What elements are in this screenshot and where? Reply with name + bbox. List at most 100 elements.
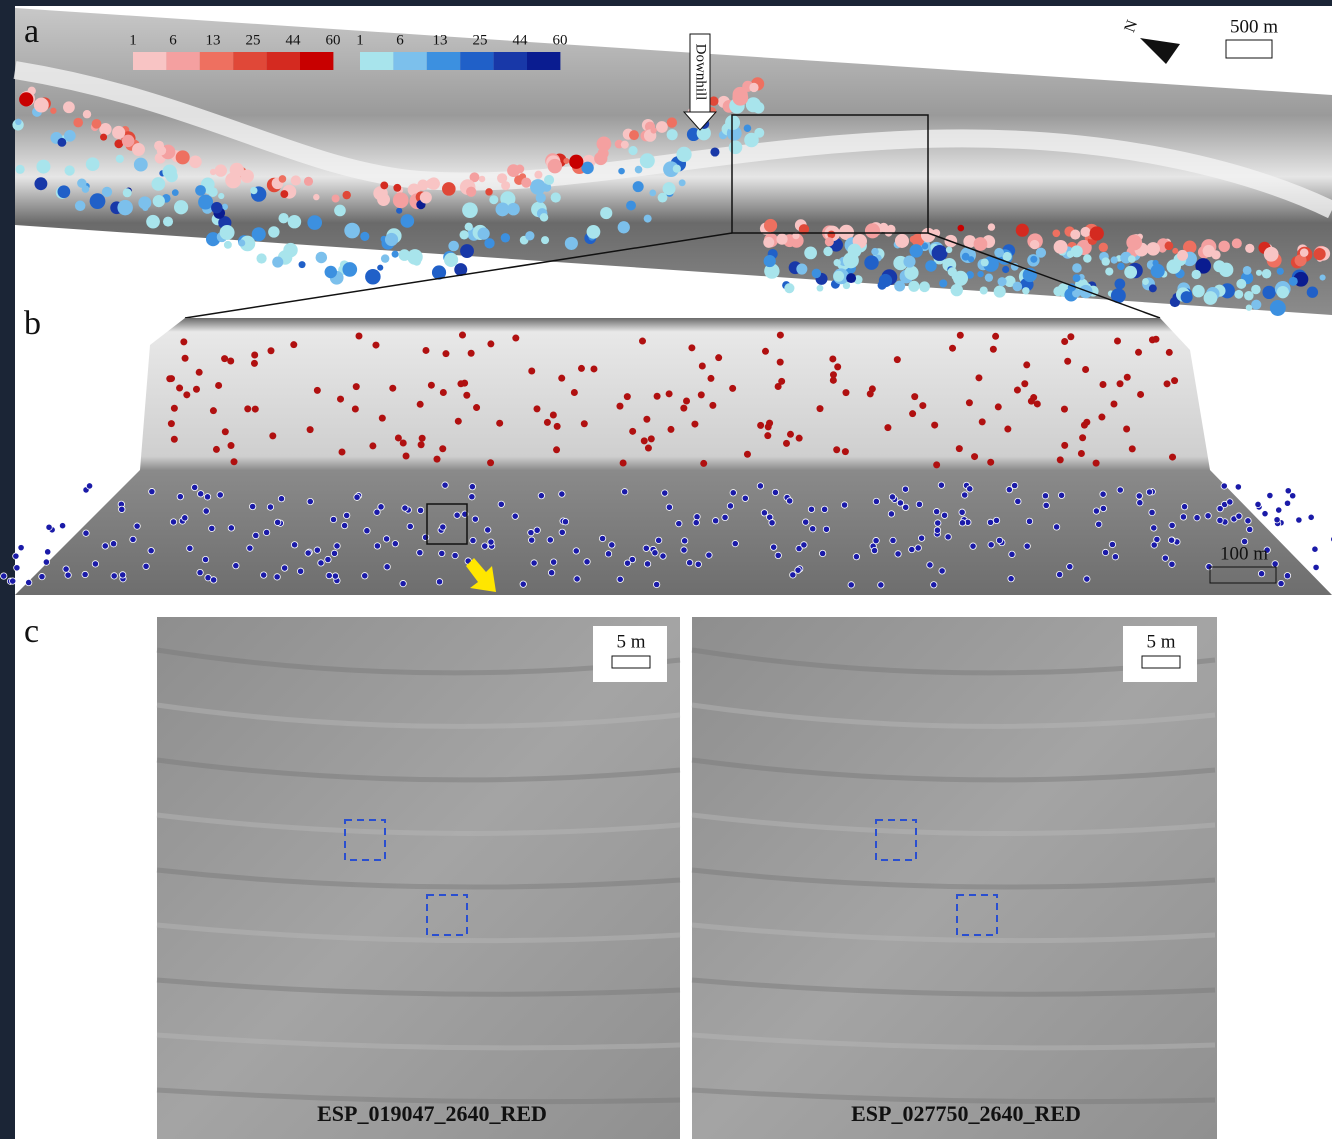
- feature-dot: [644, 561, 650, 567]
- feature-dot: [168, 375, 175, 382]
- feature-dot: [213, 446, 220, 453]
- feature-dot: [400, 580, 406, 586]
- feature-dot: [959, 509, 965, 515]
- feature-dot: [244, 405, 251, 412]
- feature-dot: [177, 493, 183, 499]
- feature-dot: [933, 461, 940, 468]
- feature-dot: [407, 523, 413, 529]
- scale-label: 5 m: [616, 631, 645, 652]
- panel-c-right: 5 m ESP_027750_2640_RED: [692, 617, 1217, 1139]
- feature-dot: [1024, 543, 1030, 549]
- feature-dot: [903, 256, 915, 268]
- legend-label: 13: [206, 32, 221, 48]
- feature-dot: [559, 529, 565, 535]
- feature-dot: [1123, 425, 1130, 432]
- feature-dot: [902, 486, 908, 492]
- feature-dot: [143, 563, 149, 569]
- feature-dot: [339, 449, 346, 456]
- feature-dot: [1149, 284, 1157, 292]
- feature-dot: [362, 573, 368, 579]
- feature-dot: [249, 503, 255, 509]
- feature-dot: [102, 543, 108, 549]
- feature-dot: [193, 386, 200, 393]
- feature-dot: [673, 165, 681, 173]
- feature-dot: [316, 252, 327, 263]
- feature-dot: [197, 491, 203, 497]
- feature-dot: [1320, 274, 1326, 280]
- feature-dot: [459, 332, 466, 339]
- feature-dot: [605, 551, 611, 557]
- feature-dot: [653, 581, 659, 587]
- feature-dot: [318, 560, 324, 566]
- feature-dot: [987, 459, 994, 466]
- feature-dot: [1083, 254, 1091, 262]
- feature-dot: [821, 506, 827, 512]
- feature-dot: [439, 550, 445, 556]
- feature-dot: [1002, 266, 1009, 273]
- feature-dot: [1205, 513, 1211, 519]
- feature-dot: [117, 200, 132, 215]
- feature-dot: [1137, 500, 1143, 506]
- feature-dot: [873, 537, 879, 543]
- feature-dot: [995, 403, 1002, 410]
- feature-dot: [550, 559, 556, 565]
- feature-dot: [65, 572, 71, 578]
- feature-dot: [776, 234, 787, 245]
- feature-dot: [278, 495, 284, 501]
- feature-dot: [174, 200, 188, 214]
- feature-dot: [267, 347, 274, 354]
- feature-dot: [823, 526, 829, 532]
- feature-dot: [1124, 266, 1137, 279]
- feature-dot: [729, 141, 743, 155]
- feature-dot: [280, 190, 288, 198]
- feature-dot: [384, 564, 390, 570]
- feature-dot: [700, 460, 707, 467]
- feature-dot: [643, 545, 649, 551]
- feature-dot: [1105, 267, 1113, 275]
- feature-dot: [290, 341, 297, 348]
- panel-label: b: [24, 305, 41, 342]
- feature-dot: [889, 494, 895, 500]
- feature-dot: [1255, 501, 1261, 507]
- feature-dot: [82, 571, 88, 577]
- feature-dot: [1181, 503, 1187, 509]
- feature-dot: [268, 226, 279, 237]
- feature-dot: [202, 556, 208, 562]
- feature-dot: [1236, 513, 1242, 519]
- feature-dot: [990, 346, 997, 353]
- feature-dot: [966, 399, 973, 406]
- feature-dot: [385, 233, 398, 246]
- feature-dot: [994, 248, 1004, 258]
- feature-dot: [715, 354, 722, 361]
- feature-dot: [551, 192, 561, 202]
- feature-dot: [1213, 260, 1225, 272]
- feature-dot: [1258, 570, 1264, 576]
- feature-dot: [379, 415, 386, 422]
- feature-dot: [729, 385, 736, 392]
- feature-dot: [666, 390, 673, 397]
- feature-dot: [1308, 514, 1314, 520]
- feature-dot: [1084, 576, 1090, 582]
- feature-dot: [1081, 422, 1088, 429]
- feature-dot: [616, 403, 623, 410]
- feature-dot: [764, 255, 776, 267]
- feature-dot: [1251, 285, 1261, 295]
- feature-dot: [935, 520, 941, 526]
- feature-dot: [59, 522, 65, 528]
- feature-dot: [269, 432, 276, 439]
- feature-dot: [1235, 484, 1241, 490]
- feature-dot: [392, 251, 399, 258]
- feature-dot: [981, 258, 989, 266]
- feature-dot: [534, 171, 542, 179]
- feature-dot: [810, 526, 816, 532]
- feature-dot: [733, 87, 748, 102]
- feature-dot: [462, 202, 478, 218]
- feature-dot: [521, 178, 531, 188]
- feature-dot: [1307, 287, 1318, 298]
- feature-dot: [1312, 546, 1318, 552]
- feature-dot: [1300, 248, 1309, 257]
- feature-dot: [853, 553, 859, 559]
- feature-dot: [34, 98, 49, 113]
- feature-dot: [512, 335, 519, 342]
- feature-dot: [971, 453, 978, 460]
